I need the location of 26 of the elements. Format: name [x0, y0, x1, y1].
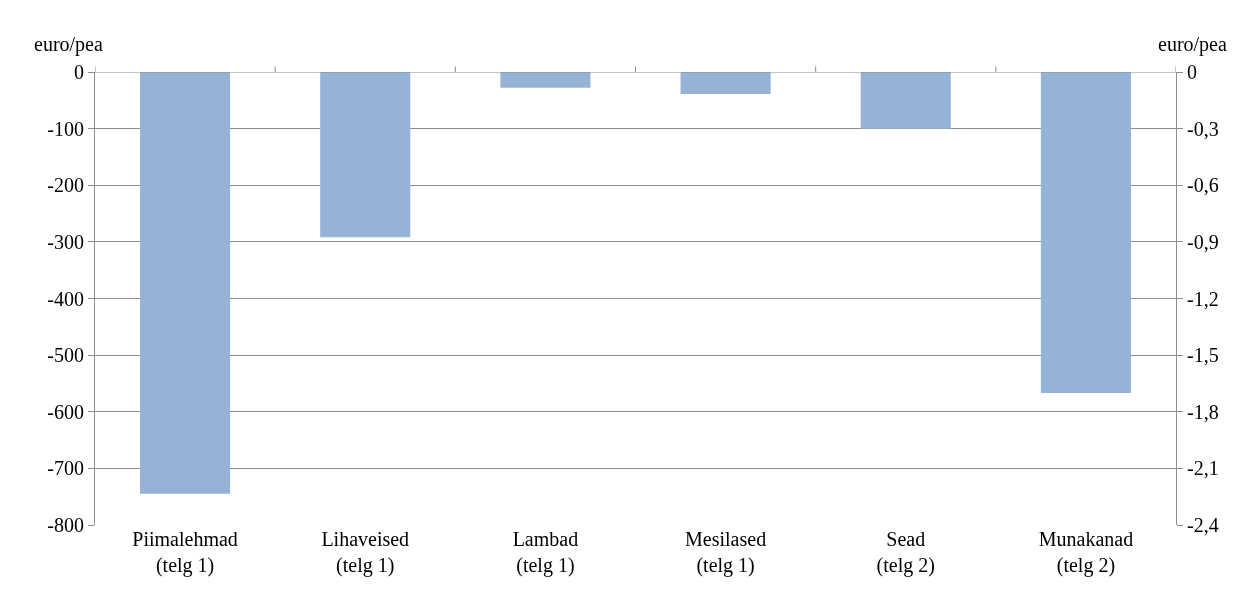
- x-tick-label: Munakanad (telg 2): [1038, 528, 1134, 577]
- y-tick-label: -100: [47, 117, 84, 140]
- y2-tick-label: -1,5: [1187, 344, 1219, 367]
- y2-tick-label: -0,9: [1187, 230, 1219, 253]
- y2-axis-title: euro/pea: [1158, 33, 1227, 56]
- y2-tick-label: -0,6: [1187, 174, 1219, 197]
- y-tick-label: -300: [47, 230, 84, 253]
- y2-tick-label: -2,4: [1187, 514, 1219, 536]
- y2-tick-label: -2,1: [1187, 457, 1219, 480]
- y-tick-label: -200: [47, 174, 84, 197]
- y-tick-label: -400: [47, 287, 84, 310]
- x-tick-label: Lihaveised (telg 1): [321, 528, 410, 577]
- y-tick-label: -700: [47, 457, 84, 480]
- y-tick-label: -500: [47, 344, 84, 367]
- y-tick-label: 0: [74, 61, 84, 83]
- y-axis-title: euro/pea: [34, 33, 103, 56]
- y-tick-label: -600: [47, 400, 84, 423]
- y2-tick-label: -1,2: [1187, 287, 1219, 310]
- x-tick-label: Sead (telg 2): [876, 528, 935, 577]
- y2-tick-label: 0: [1187, 61, 1197, 83]
- y2-tick-label: -1,8: [1187, 400, 1219, 423]
- x-tick-label: Mesilased (telg 1): [685, 528, 767, 577]
- y2-tick-label: -0,3: [1187, 117, 1219, 140]
- x-tick-label: Piimalehmad (telg 1): [132, 528, 238, 577]
- y-tick-label: -800: [47, 514, 84, 536]
- x-tick-label: Lambad (telg 1): [512, 528, 579, 577]
